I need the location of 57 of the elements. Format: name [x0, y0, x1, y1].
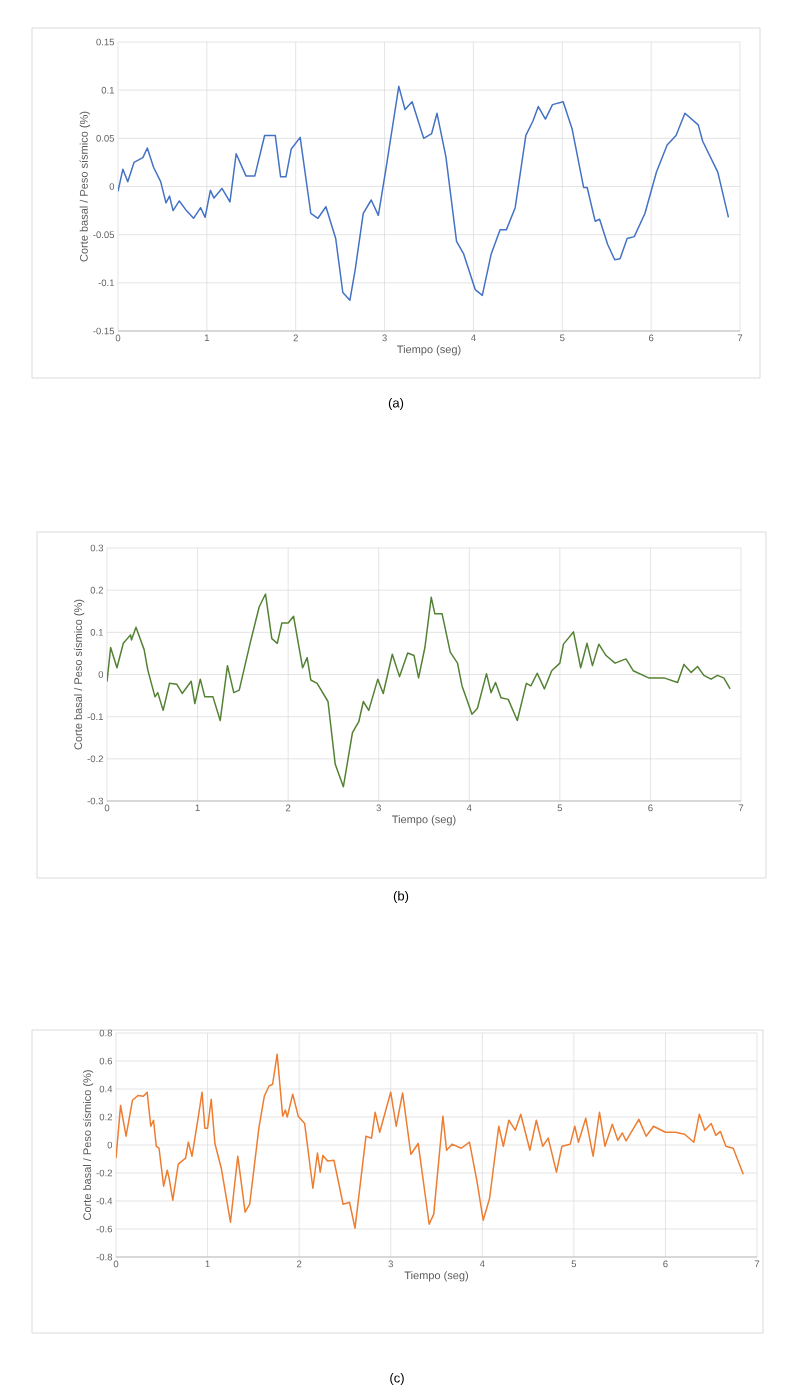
y-tick-label: 0.3 — [90, 544, 104, 552]
y-tick-label: 0 — [107, 1141, 113, 1149]
line-series — [118, 85, 730, 301]
y-tick-label: -0.3 — [87, 797, 104, 805]
x-tick-label: 7 — [738, 804, 744, 812]
y-axis-title: Corte basal / Peso sísmico (%) — [82, 1070, 94, 1220]
y-tick-label: -0.4 — [96, 1197, 113, 1205]
line-series — [116, 1053, 745, 1229]
x-tick-label: 2 — [285, 804, 291, 812]
y-tick-label: -0.2 — [96, 1169, 112, 1177]
x-tick-label: 2 — [293, 334, 298, 342]
x-tick-label: 6 — [648, 804, 653, 812]
y-tick-label: 0.4 — [99, 1085, 113, 1093]
x-tick-label: 3 — [376, 804, 381, 812]
y-axis-title: Corte basal / Peso sísmico (%) — [79, 111, 90, 262]
x-axis-title: Tiempo (seg) — [392, 815, 456, 826]
y-tick-label: 0.1 — [90, 628, 103, 636]
x-tick-label: 1 — [195, 804, 200, 812]
y-tick-label: 0 — [109, 183, 115, 190]
x-tick-label: 1 — [204, 334, 210, 342]
x-tick-label: 4 — [471, 334, 476, 342]
y-tick-label: -0.05 — [93, 231, 115, 239]
y-tick-label: -0.1 — [87, 713, 103, 721]
x-tick-label: 4 — [479, 1260, 485, 1268]
y-tick-label: 0.6 — [99, 1057, 113, 1065]
text: (a) — [388, 397, 404, 411]
line-series — [107, 593, 731, 788]
y-tick-label: -0.2 — [87, 755, 103, 763]
text: (c) — [390, 1372, 404, 1386]
y-tick-label: 0.2 — [99, 1113, 112, 1121]
y-tick-label: 0.05 — [96, 134, 115, 142]
y-tick-label: 0.1 — [101, 86, 114, 94]
y-tick-label: 0.2 — [90, 586, 103, 594]
x-tick-label: 5 — [557, 804, 563, 812]
x-tick-label: 2 — [296, 1260, 302, 1268]
y-tick-label: -0.6 — [96, 1225, 113, 1233]
x-axis-title: Tiempo (seg) — [404, 1271, 468, 1282]
x-tick-label: 1 — [205, 1260, 210, 1268]
text: (b) — [393, 890, 409, 904]
y-tick-label: 0 — [98, 671, 104, 678]
y-tick-label: 0.8 — [99, 1029, 113, 1037]
x-tick-label: 3 — [382, 334, 387, 342]
x-tick-label: 6 — [648, 334, 654, 342]
x-tick-label: 3 — [388, 1260, 393, 1268]
x-axis-title: Tiempo (seg) — [397, 345, 461, 356]
x-tick-label: 0 — [115, 334, 121, 342]
y-tick-label: 0.15 — [96, 38, 115, 46]
y-axis-title: Corte basal / Peso sísmico (%) — [73, 599, 85, 750]
x-tick-label: 5 — [571, 1260, 577, 1268]
x-tick-label: 4 — [466, 804, 472, 812]
x-tick-label: 7 — [754, 1260, 760, 1268]
x-tick-label: 6 — [663, 1260, 668, 1268]
y-tick-label: -0.15 — [93, 327, 115, 335]
y-tick-label: -0.1 — [98, 279, 114, 287]
x-tick-label: 5 — [560, 334, 565, 342]
y-tick-label: -0.8 — [96, 1253, 113, 1261]
x-tick-label: 7 — [737, 334, 743, 342]
